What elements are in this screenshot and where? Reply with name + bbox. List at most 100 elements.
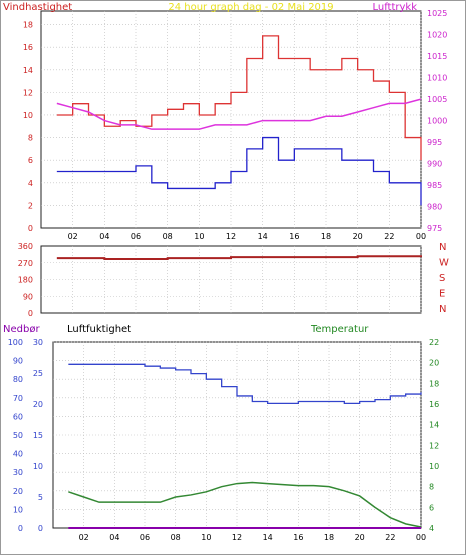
compass-label: N [439, 242, 446, 253]
temperature-y-tick: 8 [429, 483, 434, 492]
wind-y-tick: 12 [23, 88, 33, 97]
wind-x-tick: 20 [353, 232, 363, 241]
direction-y-tick: 0 [28, 309, 33, 318]
pressure-y-tick: 1005 [427, 95, 447, 104]
precip-y-tick: 80 [13, 375, 23, 384]
temperature-axis-label: Temperatur [310, 324, 369, 335]
compass-label: W [439, 258, 449, 269]
direction-series-line [56, 255, 422, 261]
direction-grid [41, 246, 422, 313]
humidity-x-tick: 00 [416, 533, 426, 542]
wind-y-tick: 18 [23, 21, 33, 30]
humidity-y-tick: 30 [33, 338, 43, 347]
wind-x-tick: 02 [68, 232, 78, 241]
pressure-y-tick: 1000 [427, 117, 447, 126]
direction-y-tick: 90 [23, 292, 33, 301]
wind-series [56, 35, 422, 206]
wind-x-tick: 22 [384, 232, 394, 241]
direction-series [56, 255, 422, 261]
humidity-x-tick: 12 [232, 533, 242, 542]
precip-y-tick: 100 [8, 338, 23, 347]
humidity-axis-label: Luftfuktighet [67, 324, 131, 335]
wind-y-tick: 6 [28, 156, 33, 165]
humidity-series [68, 363, 422, 529]
humidity-y-tick: 25 [33, 369, 43, 378]
precip-y-tick: 50 [13, 431, 23, 440]
precip-y-tick: 30 [13, 468, 23, 477]
panel-humidity-temperature: 0 10 20 30 40 50 60 70 80 90 10 00 5 10 15 20 25 30 4 6 8 10 1… [3, 324, 439, 542]
wind-x-tick: 08 [163, 232, 173, 241]
precip-axis-label: Nedbør [3, 324, 40, 335]
temperature-y-tick: 18 [429, 379, 439, 388]
precip-y-tick: 70 [13, 394, 23, 403]
wind-x-tick: 14 [258, 232, 268, 241]
wind-x-tick: 00 [416, 232, 426, 241]
humidity-x-tick: 04 [109, 533, 119, 542]
wind-y-tick: 10 [23, 111, 33, 120]
direction-y-tick: 360 [18, 242, 33, 251]
humidity-x-tick: 22 [385, 533, 395, 542]
temperature-y-tick: 6 [429, 503, 434, 512]
pressure-y-tick: 1010 [427, 74, 447, 83]
humidity-series-line [68, 363, 422, 405]
temperature-y-tick: 20 [429, 359, 439, 368]
pressure-y-tick: 985 [427, 181, 442, 190]
wind-y-tick: 8 [28, 134, 33, 143]
precip-y-tick: 40 [13, 450, 23, 459]
panel-wind-pressure: 0246810121416189759809859909951000100510… [3, 2, 447, 241]
compass-label: N [439, 304, 446, 315]
wind-x-tick: 12 [226, 232, 236, 241]
humidity-y-tick: 20 [33, 400, 43, 409]
humidity-y-tick: 5 [38, 493, 43, 502]
pressure-y-tick: 1020 [427, 31, 447, 40]
precip-y-tick: 60 [13, 412, 23, 421]
precip-y-tick: 90 [13, 357, 23, 366]
temperature-y-tick: 4 [429, 524, 434, 533]
compass-label: E [439, 289, 445, 300]
wind-y-tick: 14 [23, 66, 33, 75]
wind-y-tick: 2 [28, 201, 33, 210]
humidity-y-tick: 10 [33, 462, 43, 471]
temperature-y-tick: 10 [429, 462, 439, 471]
humidity-x-tick: 08 [171, 533, 181, 542]
pressure-y-tick: 975 [427, 224, 442, 233]
humidity-x-tick: 06 [140, 533, 150, 542]
humidity-x-tick: 20 [355, 533, 365, 542]
pressure-series-line [56, 98, 422, 130]
pressure-y-tick: 990 [427, 160, 442, 169]
temperature-y-tick: 16 [429, 400, 439, 409]
wind-x-tick: 18 [321, 232, 331, 241]
humidity-x-tick: 16 [293, 533, 303, 542]
precip-y-tick: 20 [13, 487, 23, 496]
wind-tick-labels: 0246810121416189759809859909951000100510… [23, 9, 448, 241]
compass-label: S [439, 273, 445, 284]
chart-title: 24 hour graph dag - 02 Mai 2019 [168, 2, 333, 13]
humidity-tick-labels: 0 10 20 30 40 50 60 70 80 90 10 00 5 10 15 20 25 30 4 6 8 10 1… [8, 338, 439, 542]
precip-y-tick: 10 [13, 505, 23, 514]
mean-wind-series-line [56, 136, 422, 206]
pressure-axis-label: Lufttrykk [372, 2, 417, 13]
pressure-y-tick: 980 [427, 203, 442, 212]
wind-x-tick: 06 [131, 232, 141, 241]
wind-x-tick: 04 [99, 232, 109, 241]
temperature-y-tick: 14 [429, 421, 439, 430]
wind-x-tick: 16 [289, 232, 299, 241]
humidity-x-tick: 10 [201, 533, 211, 542]
direction-y-tick: 270 [18, 259, 33, 268]
pressure-y-tick: 1015 [427, 52, 447, 61]
humidity-x-tick: 02 [79, 533, 89, 542]
humidity-x-tick: 14 [263, 533, 273, 542]
wind-y-tick: 4 [28, 179, 33, 188]
temperature-y-tick: 22 [429, 338, 439, 347]
wind-y-tick: 0 [28, 224, 33, 233]
precip-y-tick: 0 [18, 524, 23, 533]
humidity-y-tick: 15 [33, 431, 43, 440]
humidity-x-tick: 18 [324, 533, 334, 542]
wind-axis-label: Vindhastighet [3, 2, 72, 13]
direction-y-tick: 180 [18, 276, 33, 285]
temperature-series-line [68, 481, 422, 528]
wind-y-tick: 16 [23, 43, 33, 52]
